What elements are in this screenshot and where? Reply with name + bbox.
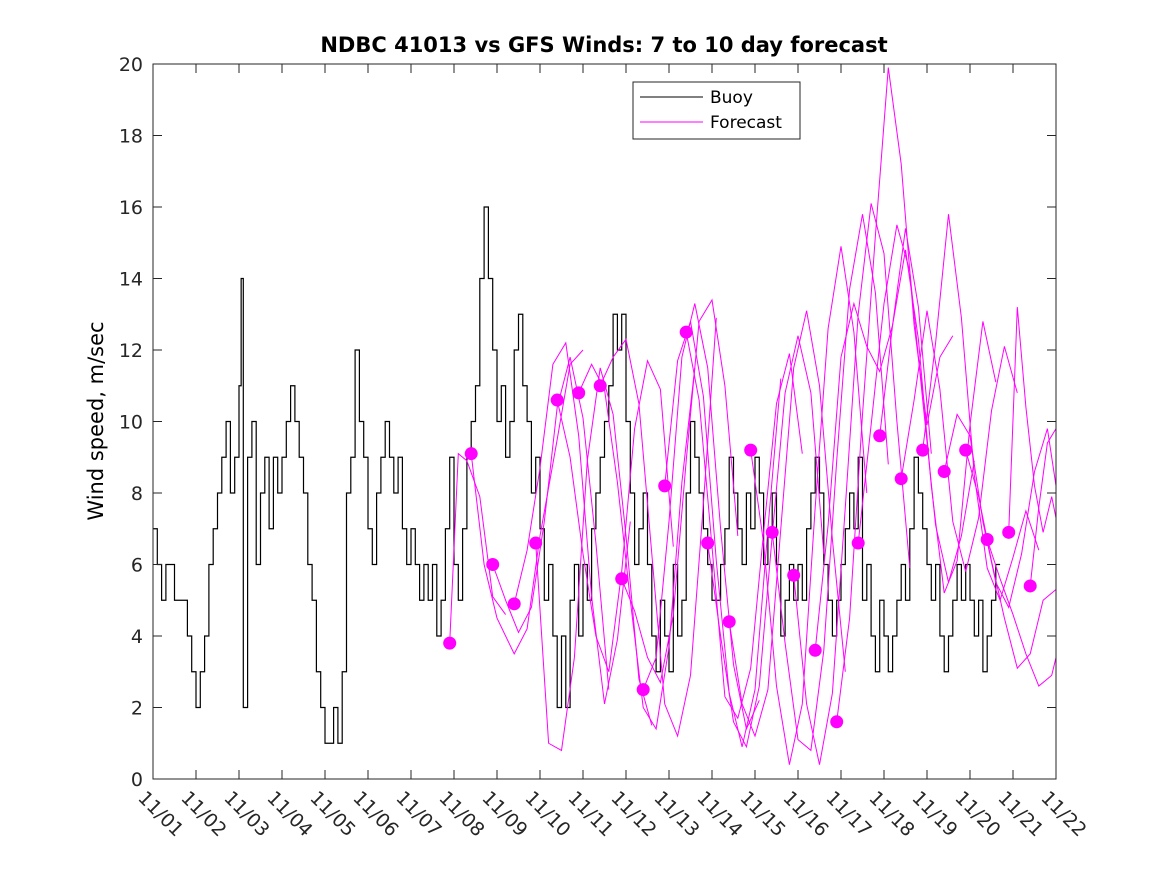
forecast-line-15 (750, 246, 868, 765)
plot-series-group (153, 67, 1057, 765)
forecast-line-18 (814, 228, 932, 651)
forecast-marker (464, 447, 478, 461)
forecast-line-28 (1029, 428, 1057, 587)
forecast-line-14 (728, 310, 846, 738)
forecast-marker (615, 572, 629, 586)
forecast-marker (636, 683, 650, 697)
forecast-line-5 (535, 367, 653, 752)
forecast-marker (937, 465, 951, 479)
y-tick-label: 2 (131, 698, 143, 720)
forecast-line-17 (793, 203, 911, 765)
forecast-line-4 (513, 341, 631, 705)
forecast-line-16 (771, 214, 889, 752)
forecast-line-2 (470, 349, 584, 655)
chart-title: NDBC 41013 vs GFS Winds: 7 to 10 day for… (320, 33, 887, 57)
forecast-line-11 (664, 321, 782, 747)
forecast-marker (722, 615, 736, 629)
forecast-marker (443, 636, 457, 650)
y-tick-label: 6 (131, 555, 143, 577)
forecast-marker (1023, 579, 1037, 593)
forecast-line-22 (900, 310, 1018, 572)
forecast-line-23 (922, 214, 1040, 602)
forecast-line-8 (599, 317, 717, 738)
forecast-line-9 (621, 298, 739, 684)
y-tick-label: 14 (119, 269, 143, 291)
forecast-marker (486, 558, 500, 571)
forecast-line-10 (642, 303, 760, 731)
forecast-marker (830, 715, 844, 729)
forecast-marker (851, 536, 865, 550)
legend: Buoy Forecast (632, 81, 801, 140)
y-tick-label: 20 (119, 54, 143, 76)
forecast-line-1 (449, 452, 507, 644)
forecast-marker (658, 479, 672, 493)
forecast-line-25 (965, 449, 1057, 670)
forecast-marker (980, 532, 994, 546)
y-tick-label: 0 (131, 769, 143, 791)
y-tick-label: 12 (119, 340, 143, 362)
forecast-line-7 (578, 363, 696, 731)
forecast-marker (873, 429, 887, 443)
forecast-line-13 (707, 335, 825, 749)
y-tick-label: 10 (119, 412, 143, 434)
y-axis-label: Wind speed, m/sec (84, 321, 108, 520)
forecast-marker (679, 325, 693, 339)
forecast-marker (550, 393, 564, 407)
forecast-marker (1002, 525, 1016, 539)
forecast-marker (507, 597, 521, 611)
forecast-line-3 (492, 357, 610, 690)
forecast-line-21 (879, 249, 997, 594)
forecast-markers-group (443, 325, 1037, 729)
forecast-marker (593, 379, 607, 393)
forecast-marker (808, 643, 822, 657)
forecast-marker (744, 443, 758, 457)
forecast-marker (894, 472, 908, 486)
forecast-line-6 (556, 359, 674, 672)
forecast-marker (701, 536, 715, 550)
forecast-line-19 (836, 67, 954, 722)
forecast-series-group (449, 67, 1057, 765)
y-tick-label: 16 (119, 197, 143, 219)
y-axis: 0 2 4 6 8 10 12 14 16 18 20 (119, 54, 1056, 791)
y-tick-label: 8 (131, 483, 143, 505)
forecast-line-12 (685, 332, 803, 720)
forecast-line-27 (1008, 307, 1057, 533)
legend-buoy-label: Buoy (710, 88, 753, 108)
legend-forecast-label: Forecast (710, 113, 782, 133)
y-tick-label: 18 (119, 126, 143, 148)
forecast-line-20 (857, 224, 975, 583)
forecast-marker (572, 386, 586, 400)
forecast-marker (959, 443, 973, 457)
forecast-marker (529, 536, 543, 550)
forecast-marker (787, 568, 801, 582)
y-tick-label: 4 (131, 626, 143, 648)
legend-box (632, 81, 801, 140)
forecast-line-24 (943, 413, 1057, 609)
forecast-line-26 (986, 539, 1057, 687)
forecast-marker (916, 443, 930, 457)
forecast-marker (765, 525, 779, 539)
